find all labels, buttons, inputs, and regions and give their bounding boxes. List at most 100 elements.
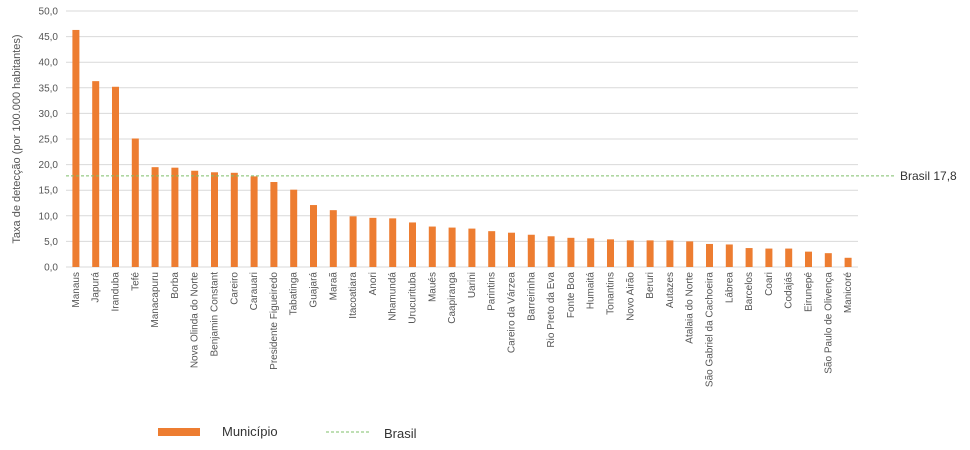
- x-tick-label: Autazes: [665, 272, 676, 308]
- x-tick-label: São Gabriel da Cachoeira: [705, 272, 716, 388]
- bar: [131, 138, 139, 267]
- x-tick-label: Tefé: [130, 272, 141, 291]
- x-tick-label: Borba: [170, 272, 181, 299]
- x-tick-label: Presidente Figueiredo: [269, 272, 280, 370]
- bar: [508, 232, 515, 267]
- x-tick-label: Urucurituba: [408, 272, 419, 324]
- x-tick-label: Lábrea: [724, 272, 735, 304]
- bar: [666, 240, 674, 267]
- x-tick-label: Japurá: [91, 272, 102, 303]
- bar: [706, 243, 713, 267]
- bar: [428, 226, 436, 267]
- x-tick-label: Rio Preto da Eva: [546, 272, 557, 348]
- x-tick-label: Parintins: [487, 272, 498, 311]
- bar: [191, 170, 199, 267]
- y-tick-label: 25,0: [39, 135, 59, 146]
- bar: [389, 218, 397, 267]
- bar: [250, 176, 258, 267]
- bar: [745, 248, 753, 267]
- bar: [468, 228, 476, 267]
- x-tick-label: Iranduba: [111, 272, 122, 312]
- gridlines: [66, 10, 858, 268]
- x-tick-label: Codajás: [784, 272, 795, 309]
- x-tick-label: Itacoatiara: [348, 272, 359, 319]
- x-tick-label: Nhamundá: [388, 272, 399, 321]
- bar: [805, 251, 812, 267]
- bars: [72, 29, 852, 267]
- bar: [211, 172, 218, 267]
- bar: [607, 239, 614, 267]
- bar: [369, 217, 377, 267]
- y-tick-label: 30,0: [39, 109, 59, 120]
- bar: [72, 29, 80, 267]
- bar: [567, 237, 575, 267]
- x-tick-label: Caapiranga: [447, 272, 458, 324]
- bar: [230, 172, 238, 267]
- legend-label-brasil: Brasil: [384, 426, 417, 441]
- x-tick-label: Careiro: [229, 272, 240, 305]
- bar: [765, 248, 773, 267]
- legend-label-municipio: Município: [222, 424, 278, 439]
- bar: [270, 182, 278, 267]
- legend-swatch-municipio: [158, 428, 200, 436]
- y-tick-label: 10,0: [39, 211, 59, 222]
- y-tick-label: 35,0: [39, 83, 59, 94]
- x-tick-label: Careiro da Várzea: [507, 272, 518, 354]
- x-tick-label: Fonte Boa: [566, 272, 577, 319]
- y-axis-ticks: 0,0 5,0 10,0 15,0 20,0 25,0 30,0 35,0 40,0 45,0 50…: [39, 7, 59, 274]
- x-tick-label: Maraã: [328, 272, 339, 301]
- x-tick-label: Beruri: [645, 272, 656, 299]
- bar: [409, 222, 416, 267]
- x-tick-label: Nova Olinda do Norte: [190, 272, 201, 369]
- bar: [92, 81, 100, 267]
- bar: [448, 227, 456, 267]
- reference-line-group: Brasil 17,8: [66, 169, 957, 183]
- bar: [686, 241, 694, 267]
- x-tick-label: Anori: [368, 272, 379, 295]
- bar: [488, 231, 496, 267]
- bar: [824, 253, 832, 267]
- y-tick-label: 40,0: [39, 58, 59, 69]
- x-tick-label: Barreirinha: [526, 272, 537, 321]
- x-tick-label: Uarini: [467, 272, 478, 298]
- bar: [646, 240, 654, 267]
- x-tick-label: Atalaia do Norte: [685, 272, 696, 344]
- y-tick-label: 0,0: [44, 263, 58, 274]
- x-tick-label: Manaus: [71, 272, 82, 308]
- x-tick-label: Tonantins: [606, 272, 617, 315]
- y-tick-label: 20,0: [39, 160, 59, 171]
- bar: [310, 205, 317, 267]
- bar: [785, 248, 793, 267]
- x-tick-label: Manacapuru: [150, 272, 161, 328]
- x-tick-label: Maués: [427, 272, 438, 302]
- bar: [725, 244, 733, 267]
- x-tick-label: Tabatinga: [289, 272, 300, 316]
- bar: [844, 257, 852, 267]
- x-tick-label: Barcelos: [744, 272, 755, 311]
- reference-line-label: Brasil 17,8: [900, 169, 957, 183]
- x-axis-ticks: Manaus Japurá Iranduba Tefé Manacapuru Borba N…: [71, 272, 854, 388]
- bar: [112, 86, 119, 267]
- bar: [527, 234, 535, 267]
- y-tick-label: 5,0: [44, 237, 58, 248]
- bar: [626, 240, 634, 267]
- bar: [329, 210, 337, 267]
- y-axis-title: Taxa de detecção (por 100.000 habitantes…: [11, 34, 23, 243]
- x-tick-label: Eirunepé: [804, 272, 815, 312]
- y-tick-label: 15,0: [39, 186, 59, 197]
- bar: [171, 167, 179, 267]
- x-tick-label: Humaitá: [586, 272, 597, 310]
- x-tick-label: Manicoré: [843, 272, 854, 314]
- x-tick-label: Novo Airão: [625, 272, 636, 321]
- legend: Município Brasil: [158, 424, 417, 441]
- bar: [290, 189, 298, 267]
- bar: [587, 238, 595, 267]
- bar: [151, 167, 159, 267]
- x-tick-label: Guajará: [309, 272, 320, 308]
- y-tick-label: 50,0: [39, 7, 59, 18]
- bar: [349, 216, 357, 267]
- x-tick-label: Coari: [764, 272, 775, 296]
- x-tick-label: Benjamin Constant: [210, 272, 221, 357]
